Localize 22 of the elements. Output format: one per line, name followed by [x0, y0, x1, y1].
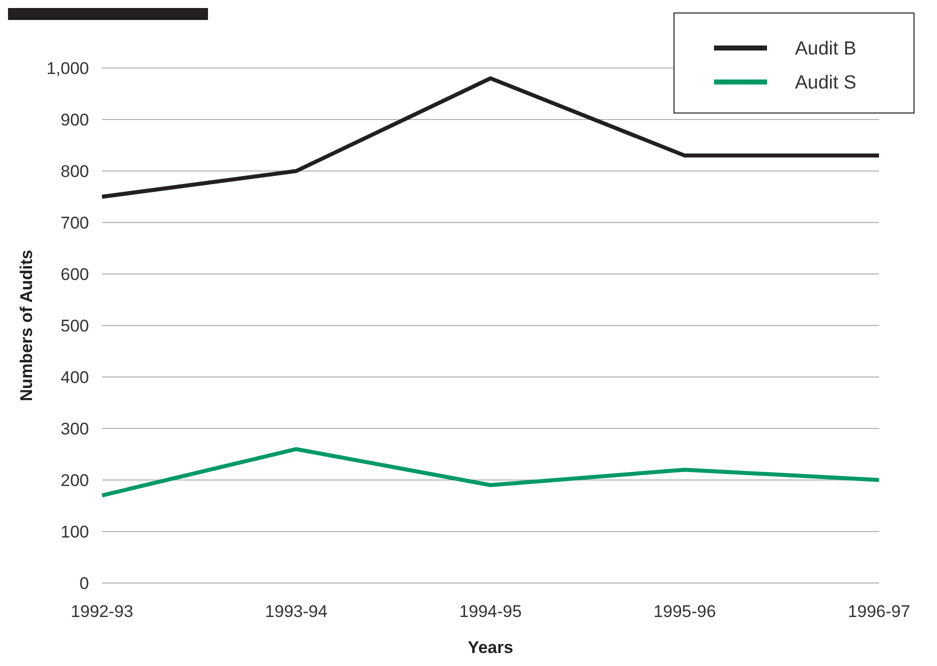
y-tick-label: 0	[80, 574, 89, 593]
y-tick-label: 400	[60, 368, 89, 387]
x-tick-label: 1993-94	[265, 602, 328, 621]
y-tick-label: 700	[60, 213, 89, 232]
x-axis-title: Years	[468, 638, 514, 657]
legend-label: Audit S	[795, 72, 856, 94]
x-tick-label: 1996-97	[848, 602, 910, 621]
y-tick-label: 300	[60, 419, 89, 438]
y-tick-label: 600	[60, 264, 89, 284]
y-tick-label: 200	[60, 470, 89, 490]
x-tick-label: 1992-93	[70, 602, 134, 621]
y-tick-label: 500	[60, 316, 89, 336]
line-series	[100, 447, 881, 498]
y-tick-label: 100	[60, 522, 89, 542]
y-tick-label: 800	[60, 162, 89, 181]
y-tick-label: 900	[60, 110, 89, 130]
legend-label: Audit B	[795, 38, 856, 60]
y-axis-title: Numbers of Audits	[17, 250, 36, 402]
line-series	[100, 76, 881, 199]
x-tick-label: 1995-96	[654, 602, 716, 621]
y-tick-label: 1,000	[46, 58, 89, 78]
x-tick-label: 1994-95	[459, 602, 522, 621]
